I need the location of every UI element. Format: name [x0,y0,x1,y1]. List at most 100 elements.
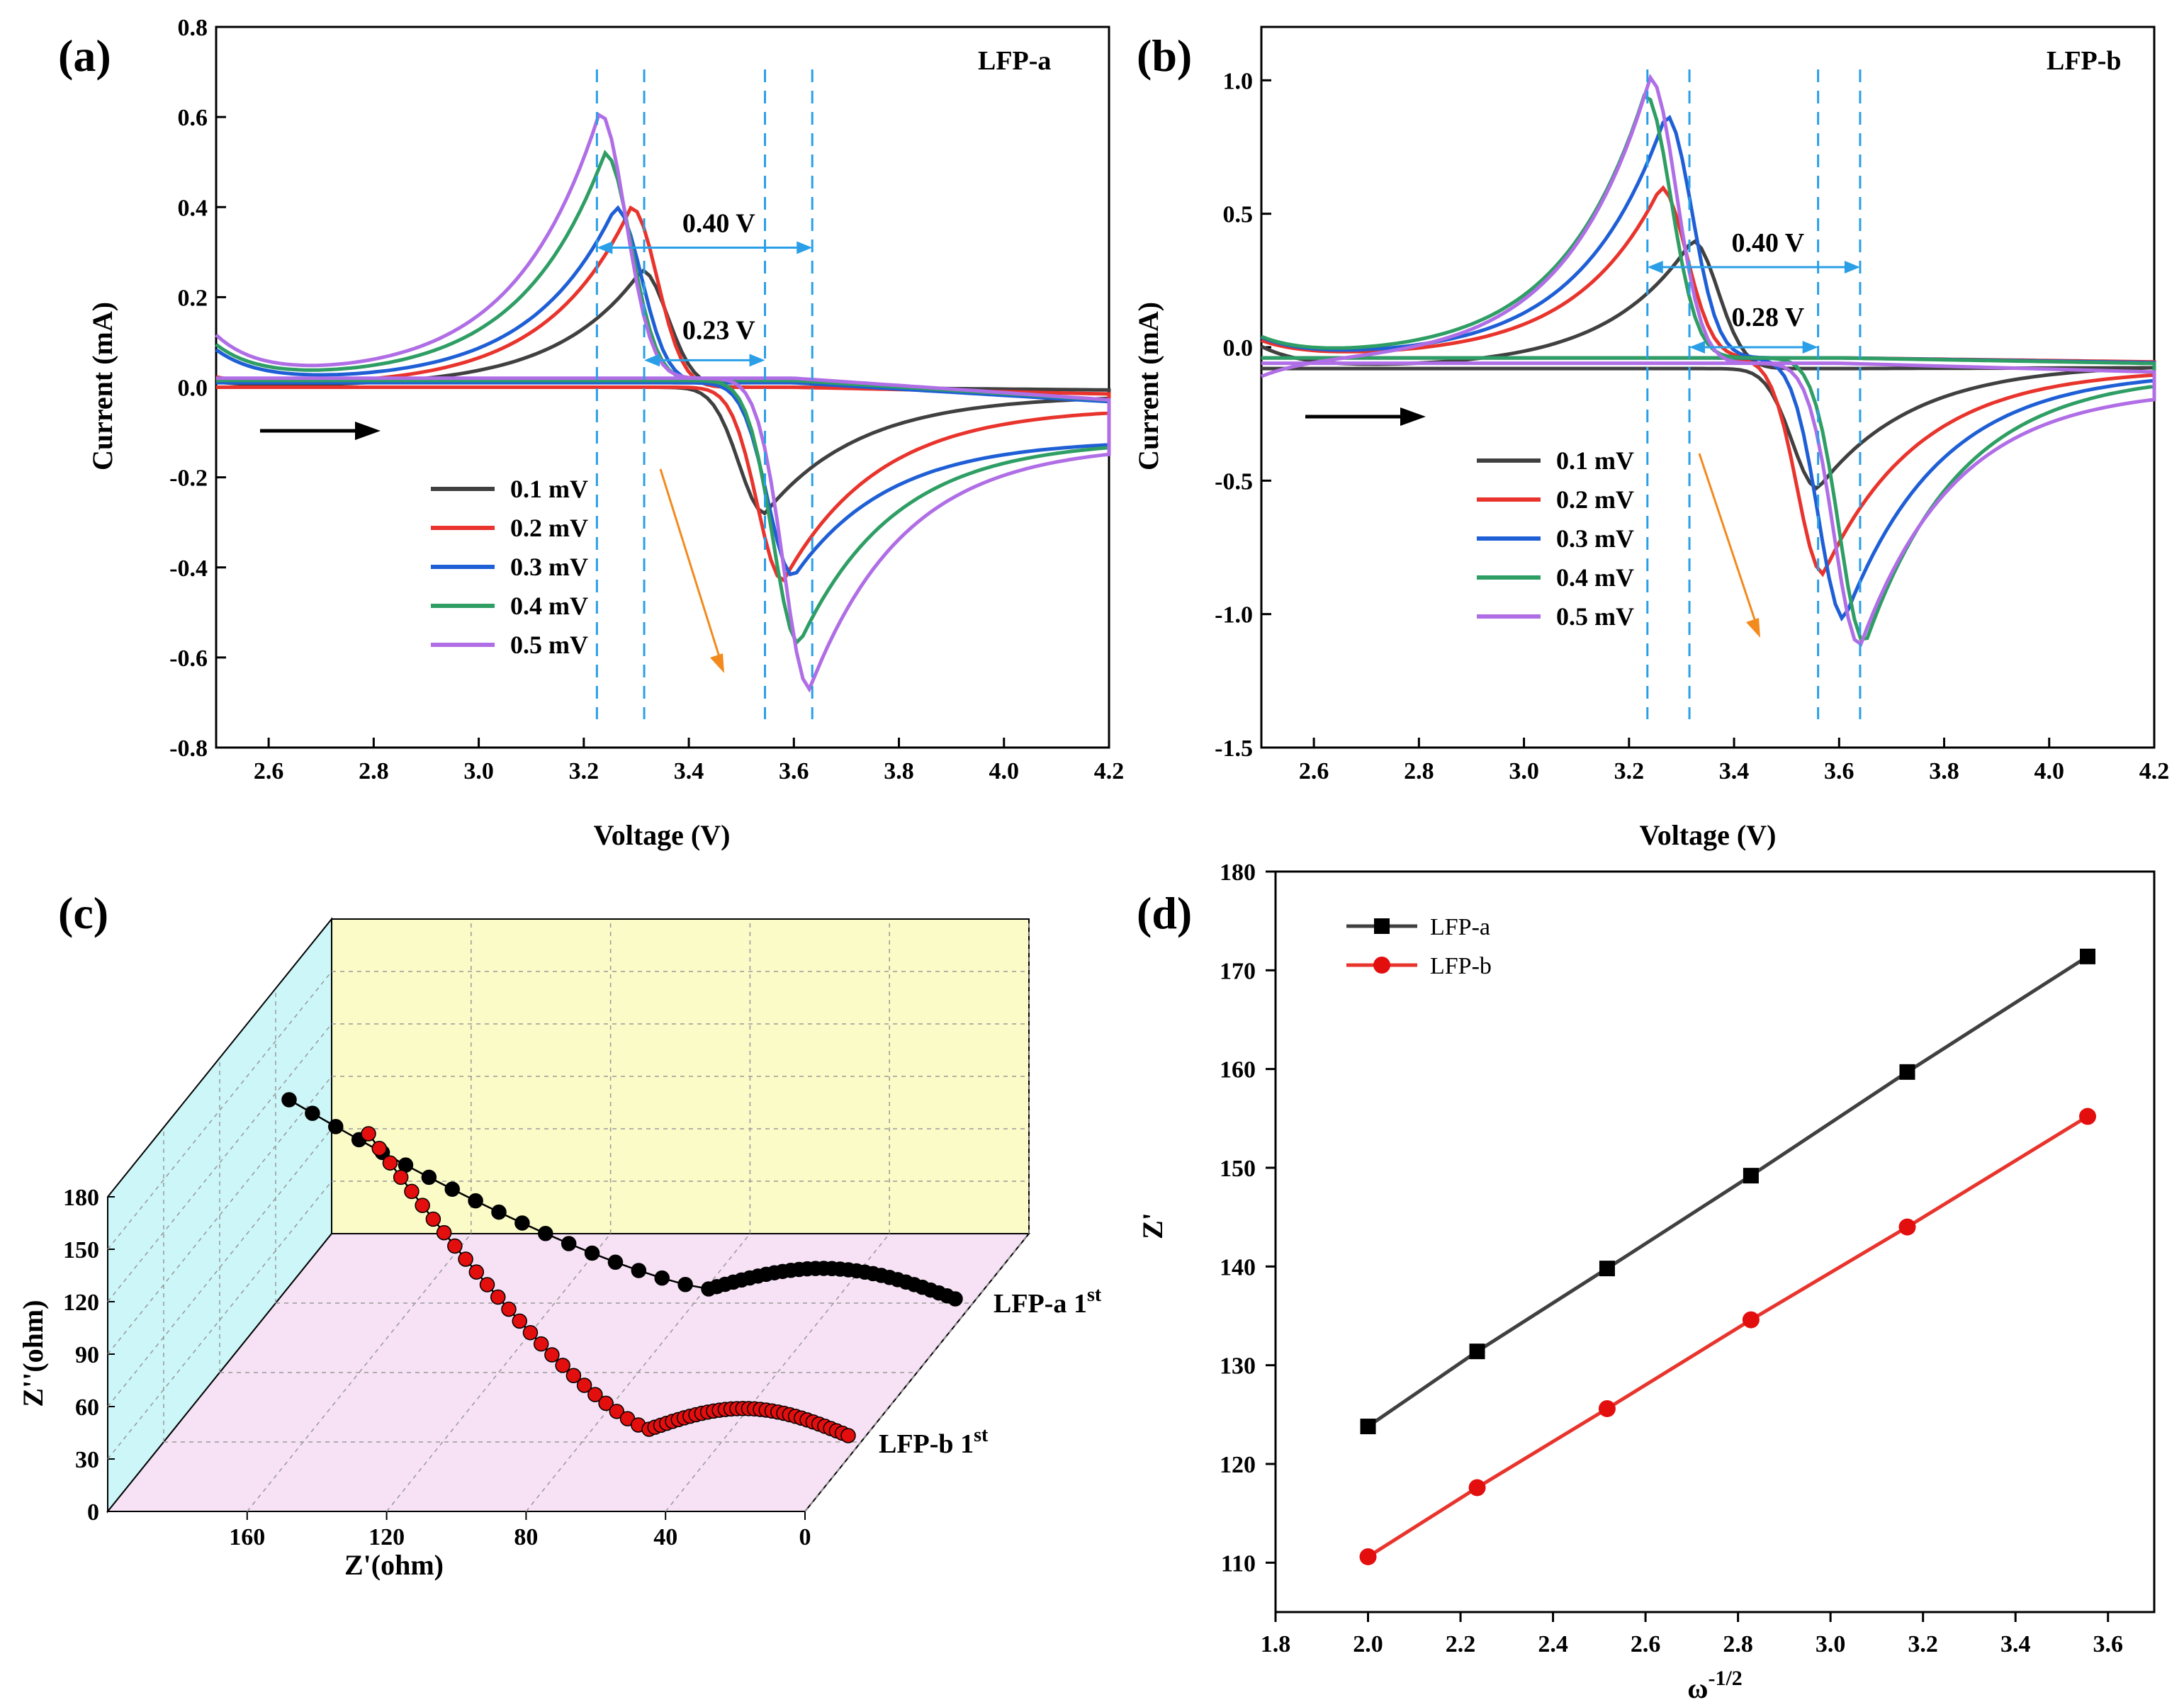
panel-c-ticks: 0 30 60 90 120 150 180 160 120 80 40 0 [63,1185,811,1550]
panel-b-ylabel: Current (mA) [1132,302,1164,471]
panel-c-series-b-label: LFP-b 1st [879,1424,989,1459]
a-inner-arrow-head-left [644,354,660,367]
a-xtick-label: 3.6 [779,758,809,784]
a-inner-arrow-head-right [749,354,765,367]
a-ytick-label: 0.2 [178,285,208,311]
a-outer-arrow-head-left [597,241,613,254]
a-legend-label: 0.2 mV [510,514,588,542]
panel-c-ytick-label: 30 [75,1447,99,1473]
panel-c-xtick-label: 120 [368,1524,405,1550]
panel-d-xtick-label: 2.8 [1723,1631,1753,1657]
panel-c-series-b-point [490,1289,506,1305]
panel-d: (d) 1.8 2.0 2.2 2.4 2.6 2.8 3.0 3.2 3.4 3.6 110 120… [1137,860,2156,1704]
a-legend-label: 0.5 mV [510,631,588,659]
b-ytick-label: -1.0 [1215,602,1253,629]
panel-b-series [1260,73,2156,647]
panel-c-ytick-label: 180 [63,1185,99,1211]
panel-d-axes: 1.8 2.0 2.2 2.4 2.6 2.8 3.0 3.2 3.4 3.6 110 120 130 1… [1220,860,2156,1657]
a-xtick-label: 2.6 [254,758,284,784]
panel-d-series-2-point [1598,1399,1616,1417]
panel-c-series-a-point [421,1169,437,1185]
b-trend-arrow-head [1746,618,1760,638]
panel-d-series-2-point [2079,1108,2097,1125]
b-xtick-label: 3.2 [1614,758,1645,784]
a-xtick-label: 4.0 [989,758,1020,784]
b-xtick-label: 2.8 [1404,758,1434,784]
panel-b-legend: 0.1 mV 0.2 mV 0.3 mV 0.4 mV 0.5 mV [1477,446,1634,631]
panel-d-xtick-label: 2.6 [1631,1631,1661,1657]
panel-c-series-a-point [631,1263,647,1278]
panel-c-series-b-point [479,1277,495,1292]
panel-d-legend-label: LFP-a [1430,914,1490,940]
panel-c-series-b-sup: st [974,1424,989,1446]
panel-c-series-b-point [458,1251,473,1267]
panel-b-outer-gap-label: 0.40 V [1731,228,1804,258]
panel-c-series-a-point [677,1277,693,1292]
panel-d-xtick-label: 2.0 [1353,1631,1383,1657]
panel-c-xtick-label: 80 [514,1524,538,1550]
panel-c-series-b-point [512,1313,527,1329]
a-xtick-label: 3.4 [674,758,704,784]
panel-a-title: LFP-a [978,46,1051,76]
panel-c-series-a-point [561,1236,577,1251]
panel-c-ytick-label: 120 [63,1290,99,1316]
panel-b-inner-gap-label: 0.28 V [1731,303,1804,332]
panel-d-xtick-label: 3.6 [2093,1631,2123,1657]
panel-c-xtick-label: 0 [799,1524,811,1550]
a-outer-arrow-head-right [797,241,813,254]
panel-c-series-b-point [361,1126,376,1142]
panel-c-series-b-point [468,1264,485,1280]
panel-c-series-a-point [281,1092,297,1108]
a-series-5 [215,112,1111,693]
panel-d-series-2-point [1898,1218,1916,1236]
panel-c-series-a-point [468,1193,483,1209]
panel-d-series-1-point [2080,948,2096,964]
panel-c-series-b-name: LFP-b [879,1429,954,1459]
panel-d-ytick-label: 180 [1220,860,1256,886]
panel-c-series-b-point [544,1347,560,1363]
a-scan-arrow-head [355,422,381,440]
panel-d-ytick-label: 160 [1220,1057,1256,1083]
b-legend-label: 0.5 mV [1556,602,1634,631]
b-inner-arrow-head-left [1689,341,1706,354]
panel-d-series-1-point [1743,1168,1759,1184]
panel-a-inner-gap-label: 0.23 V [682,315,755,345]
a-legend-label: 0.3 mV [510,553,588,581]
panel-c-series-b-point [565,1368,582,1384]
panel-c-series-b-point [404,1183,420,1200]
panel-d-xtick-label: 3.2 [1908,1631,1938,1657]
b-xtick-label: 3.8 [1929,758,1959,784]
a-xtick-label: 4.2 [1094,758,1125,784]
panel-c-series-a-point [947,1291,963,1307]
panel-c-series-a-point [328,1119,344,1134]
panel-d-xtick-label: 3.4 [2000,1631,2031,1657]
panel-c-label: (c) [58,888,108,938]
panel-d-xtick-label: 1.8 [1261,1631,1291,1657]
panel-c-series-b-point [382,1155,398,1171]
b-legend-label: 0.3 mV [1556,524,1634,553]
a-ytick-label: 0.0 [178,376,208,402]
panel-d-xlabel-base: ω [1687,1672,1708,1704]
b-legend-label: 0.1 mV [1556,446,1634,475]
panel-c-series-b-point [576,1378,592,1393]
panel-b-guides [1305,69,1862,719]
panel-c-series-b-point [415,1198,430,1213]
b-xtick-label: 3.6 [1824,758,1854,784]
panel-a-series [215,112,1111,693]
panel-c-series [281,1092,963,1443]
panel-c-series-a-point [654,1270,670,1286]
panel-d-label: (d) [1137,888,1192,938]
b-ytick-label: 0.5 [1223,202,1254,228]
a-ytick-label: -0.8 [169,736,208,762]
panel-c-series-b-point [587,1387,603,1402]
panel-d-frame [1274,870,2156,1613]
panel-b-label: (b) [1137,30,1192,81]
b-xtick-label: 4.0 [2034,758,2065,784]
panel-d-legend-marker [1373,957,1390,974]
panel-d-xtick-label: 3.0 [1816,1631,1846,1657]
b-series-5 [1261,73,2156,647]
panel-b-title: LFP-b [2047,46,2122,76]
panel-d-series-1-line [1367,954,2089,1429]
